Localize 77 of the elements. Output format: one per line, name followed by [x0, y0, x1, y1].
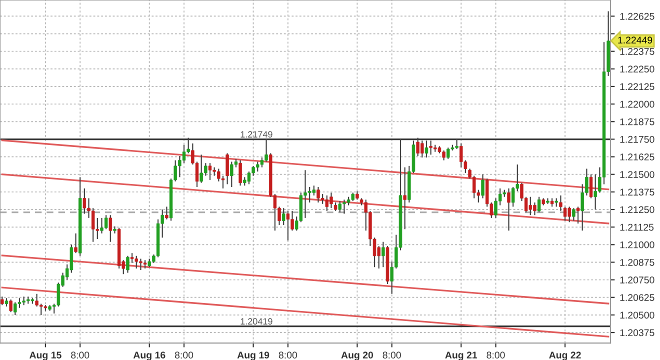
candlestick	[308, 186, 312, 204]
y-tick-label: 1.20625	[620, 294, 654, 301]
y-tick-label: 1.20750	[620, 276, 654, 284]
x-tick-label: 8:00	[278, 352, 298, 359]
x-tick-label: Aug 16	[133, 352, 166, 360]
y-tick-label: 1.21250	[620, 206, 654, 214]
ref-line-label: 1.21749	[240, 131, 272, 138]
x-tick-label: Aug 15	[30, 352, 62, 360]
candlestick	[260, 156, 264, 168]
candlestick	[576, 206, 580, 224]
candlestick	[507, 188, 510, 232]
y-tick-label: 1.22125	[620, 83, 654, 90]
x-tick-label: Aug 19	[237, 352, 270, 360]
candlestick	[9, 298, 12, 313]
candlestick	[238, 160, 242, 186]
candlestick	[572, 208, 576, 222]
candlestick	[403, 166, 406, 230]
candlestick	[134, 255, 138, 270]
text: 1.22449	[618, 36, 652, 44]
y-tick-label: 1.21625	[620, 154, 654, 160]
candlestick	[563, 206, 567, 222]
y-tick-label: 1.22375	[620, 48, 654, 55]
y-tick-label: 1.21375	[620, 188, 654, 196]
candlestick	[286, 210, 290, 241]
candlestick	[424, 140, 428, 158]
y-tick-label: 1.21500	[620, 171, 654, 178]
candlestick	[568, 206, 571, 223]
y-tick-label: 1.22625	[620, 12, 654, 20]
candlestick	[226, 152, 229, 185]
ref-line-label: 1.20419	[240, 318, 272, 325]
candlestick	[460, 142, 463, 168]
candlestick	[230, 161, 234, 188]
x-tick-label: Aug 21	[445, 352, 478, 360]
x-tick-label: 8:00	[174, 352, 194, 359]
candlestick	[108, 214, 112, 242]
candlestick	[208, 162, 212, 181]
y-tick-label: 1.21875	[620, 118, 654, 126]
candlestick	[82, 188, 86, 214]
candlestick	[511, 186, 515, 208]
candlestick	[126, 255, 130, 274]
candlestick	[382, 241, 385, 268]
candlestick	[18, 298, 22, 308]
candlestick	[282, 208, 286, 226]
y-tick-label: 1.20375	[620, 329, 654, 336]
y-tick-label: 1.21750	[620, 136, 654, 143]
candlestick	[113, 226, 116, 234]
candlestick	[559, 194, 562, 212]
candlestick	[91, 208, 95, 242]
x-tick-label: Aug 22	[549, 352, 581, 360]
candlestick	[338, 200, 342, 213]
candlestick	[130, 252, 134, 264]
candlestick	[165, 206, 168, 220]
candlestick	[528, 196, 532, 216]
y-tick-label: 1.22000	[620, 100, 654, 108]
candlestick	[446, 147, 450, 160]
candlestick	[70, 244, 74, 274]
candlestick	[589, 174, 593, 199]
x-tick-label: 8:00	[486, 352, 505, 359]
candlestick	[325, 194, 329, 212]
x-tick-label: 8:00	[382, 352, 401, 359]
x-tick-label: 8:00	[71, 352, 90, 359]
candlestick	[74, 232, 78, 254]
y-tick-label: 1.21000	[620, 241, 654, 248]
y-tick-label: 1.21125	[620, 224, 654, 231]
candlestick	[312, 185, 316, 196]
candlestick	[182, 144, 186, 164]
candlestick	[14, 302, 17, 316]
y-tick-label: 1.20500	[620, 312, 654, 319]
candlestick	[104, 214, 108, 230]
candlestick	[221, 175, 225, 189]
x-tick-label: Aug 20	[341, 352, 374, 360]
candlestick	[481, 174, 484, 199]
y-tick-label: 1.22250	[620, 66, 654, 73]
candlestick	[320, 193, 324, 204]
candlestick	[247, 170, 251, 185]
y-tick-label: 1.20875	[620, 258, 654, 266]
candlestick	[537, 196, 541, 213]
